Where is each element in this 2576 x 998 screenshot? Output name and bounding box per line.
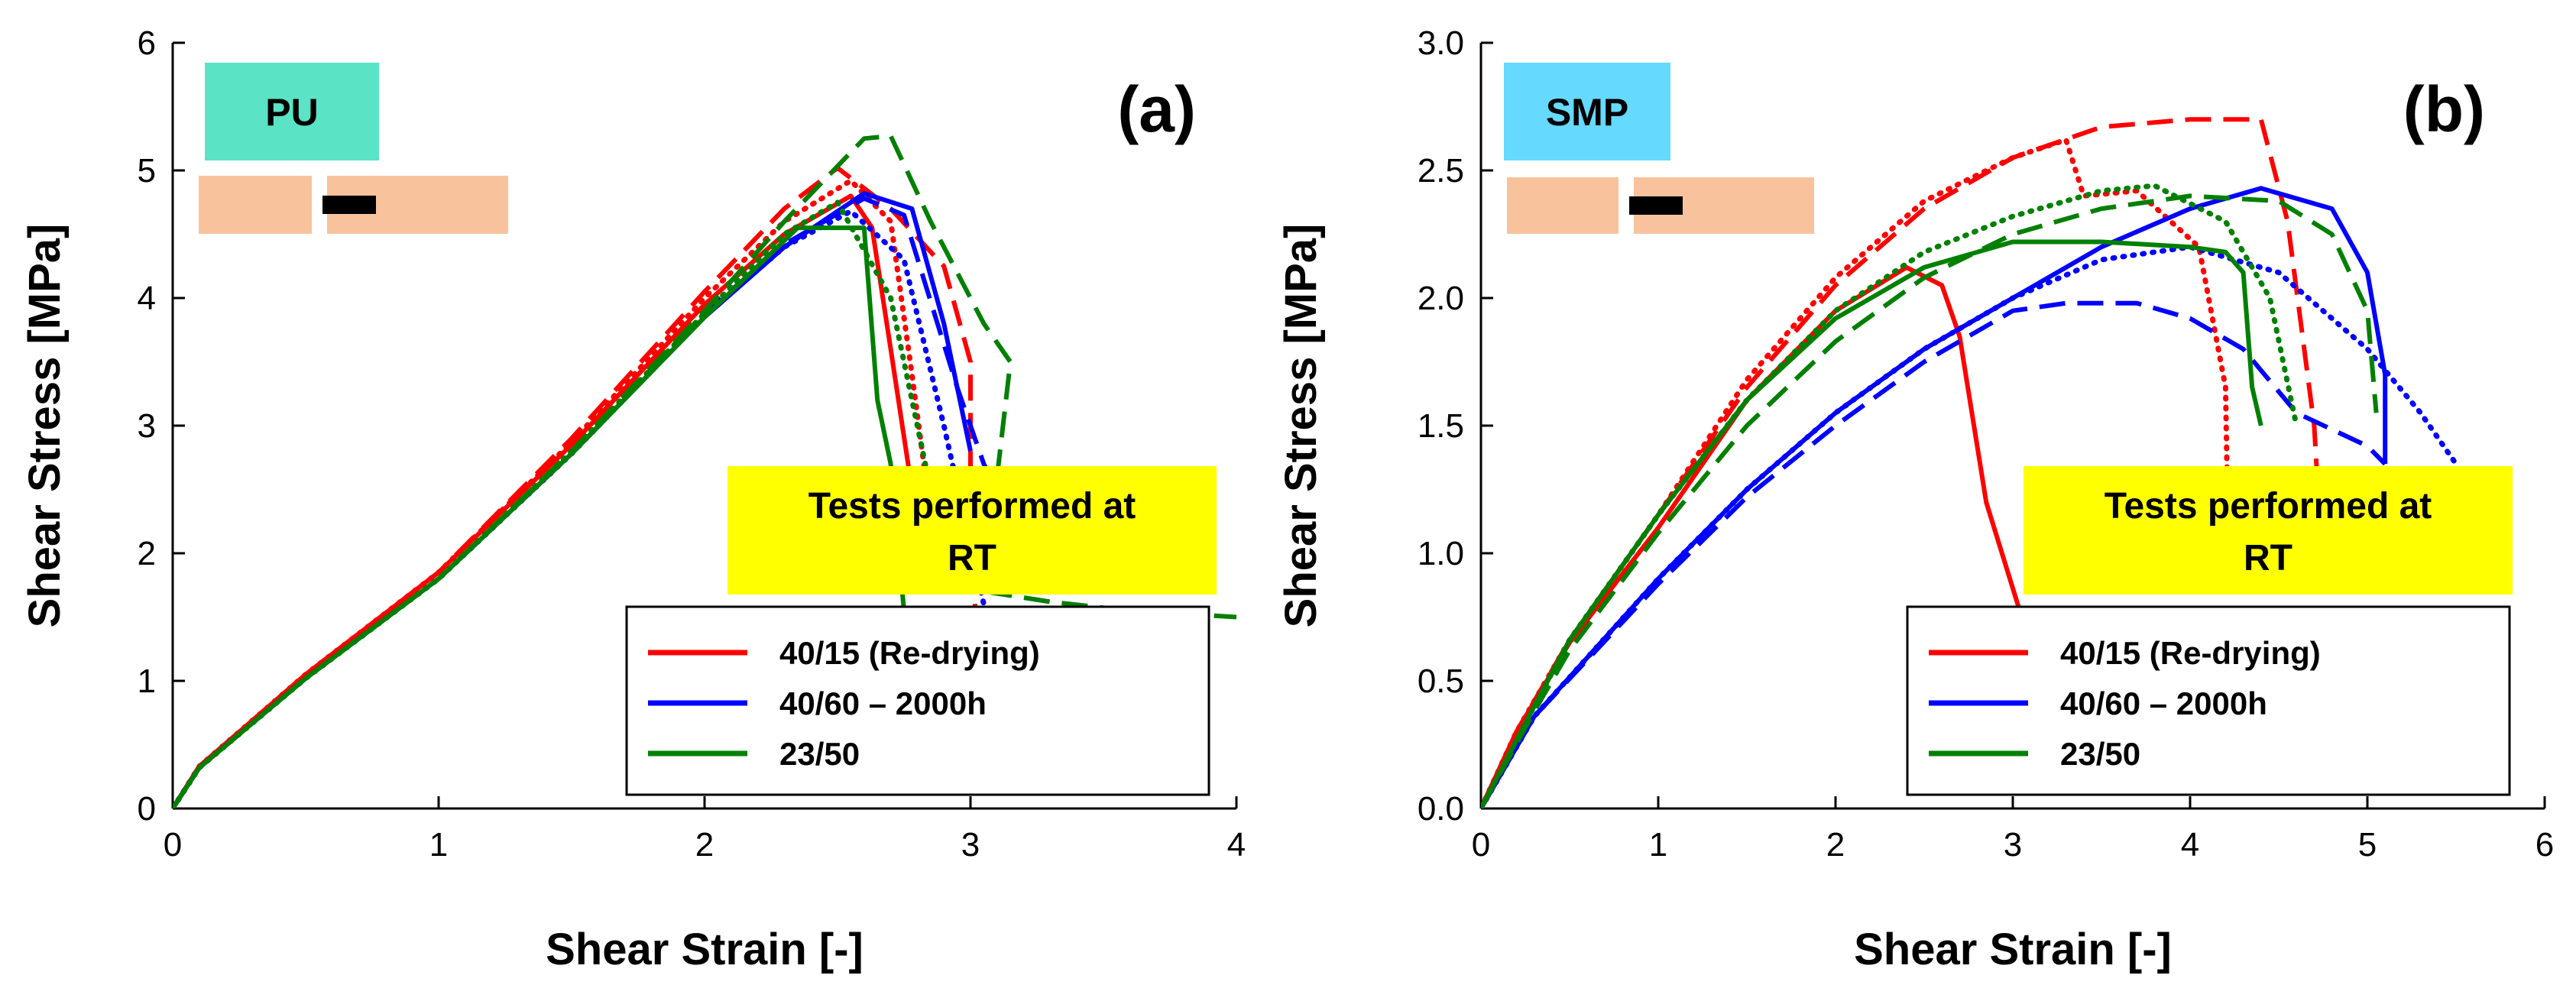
x-tick-label: 2 — [1826, 826, 1845, 864]
test-condition-text: RT — [948, 538, 996, 578]
joint-sketch-icon — [1507, 176, 1814, 235]
series-line-1 — [173, 165, 978, 808]
y-axis-title: Shear Stress [MPa] — [20, 224, 70, 628]
test-condition-text: RT — [2244, 538, 2292, 578]
y-tick-label: 0 — [138, 790, 156, 828]
y-tick-label: 0.0 — [1418, 790, 1464, 828]
y-tick-label: 3 — [138, 407, 156, 445]
series-line-8 — [1481, 183, 2299, 808]
y-tick-label: 6 — [138, 24, 156, 62]
y-tick-label: 2.0 — [1418, 280, 1464, 317]
panel-label: (a) — [1117, 73, 1196, 145]
y-tick-label: 1.5 — [1418, 407, 1464, 445]
test-condition-note — [2024, 466, 2513, 595]
series-line-7 — [1481, 193, 2379, 808]
legend-label: 40/60 – 2000h — [2060, 685, 2267, 721]
x-tick-label: 2 — [695, 826, 714, 864]
x-tick-label: 1 — [1649, 826, 1667, 864]
material-badge-label: SMP — [1546, 91, 1628, 134]
test-condition-note — [727, 466, 1217, 595]
x-tick-label: 0 — [164, 826, 182, 864]
y-tick-label: 0.5 — [1418, 663, 1464, 700]
x-tick-label: 4 — [2181, 826, 2199, 864]
adhesive-layer — [322, 196, 376, 214]
test-condition-text: Tests performed at — [808, 486, 1136, 527]
legend: 40/15 (Re-drying) 40/60 – 2000h 23/50 — [1906, 605, 2511, 796]
x-tick-label: 0 — [1472, 826, 1490, 864]
y-tick-label: 2 — [138, 535, 156, 572]
x-tick-label: 3 — [961, 826, 980, 864]
material-badge-label: PU — [265, 91, 318, 134]
panel-label: (b) — [2403, 73, 2485, 145]
legend-label: 40/60 – 2000h — [779, 685, 987, 721]
x-axis-title: Shear Strain [-] — [1854, 925, 2172, 974]
x-tick-label: 5 — [2358, 826, 2377, 864]
adherend-left — [1507, 177, 1620, 234]
x-tick-label: 4 — [1227, 826, 1246, 864]
y-tick-label: 2.5 — [1418, 152, 1464, 190]
series-line-5 — [1481, 244, 2459, 808]
series-line-0 — [173, 193, 915, 808]
joint-sketch-icon — [199, 174, 508, 235]
y-axis-title: Shear Stress [MPa] — [1276, 224, 1326, 628]
adherend-left — [199, 176, 313, 234]
material-badge — [1504, 63, 1670, 160]
legend-label: 40/15 (Re-drying) — [2060, 635, 2321, 671]
test-condition-text: Tests performed at — [2105, 486, 2432, 527]
adhesive-layer — [1629, 196, 1683, 215]
legend-label: 23/50 — [779, 736, 860, 772]
x-tick-label: 1 — [429, 826, 448, 864]
y-tick-label: 4 — [138, 280, 156, 317]
y-tick-label: 1 — [138, 663, 156, 700]
legend: 40/15 (Re-drying) 40/60 – 2000h 23/50 — [625, 605, 1210, 796]
chart-panel-b: 0.0 0.5 1.0 1.5 2.0 2.5 3.0 0 1 2 3 4 5 6 Shear Strain… — [1276, 24, 2554, 974]
chart-panel-a: 0 1 2 3 4 5 6 0 1 2 3 4 Shear Strain [-] Shear Stress… — [20, 24, 1246, 974]
y-tick-label: 1.0 — [1418, 535, 1464, 572]
series-line-4 — [1481, 300, 2387, 808]
material-badge — [205, 63, 379, 160]
y-tick-label: 5 — [138, 152, 156, 190]
x-tick-label: 6 — [2535, 826, 2554, 864]
series-line-8 — [173, 199, 934, 808]
legend-label: 23/50 — [2060, 736, 2140, 772]
series-line-3 — [1481, 186, 2388, 808]
x-axis-title: Shear Strain [-] — [546, 925, 864, 974]
joint-gap — [1619, 176, 1634, 235]
x-tick-label: 3 — [2004, 826, 2022, 864]
series-group — [1481, 117, 2459, 808]
y-tick-label: 3.0 — [1418, 24, 1464, 62]
joint-gap — [312, 174, 327, 235]
legend-label: 40/15 (Re-drying) — [779, 635, 1040, 671]
